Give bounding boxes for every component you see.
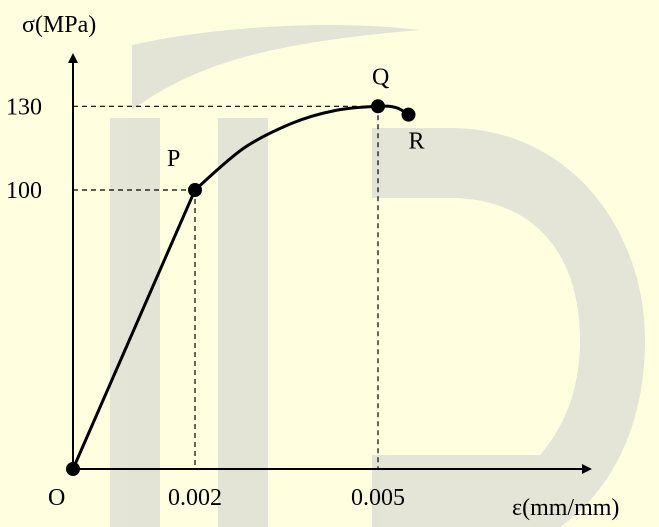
x-axis-label: ε(mm/mm) [512,495,619,521]
y-axis-label: σ(MPa) [22,12,96,38]
point-label-q: Q [372,64,389,90]
watermark-logo [110,25,645,527]
point-r [401,107,416,122]
stress-strain-curve [71,104,410,470]
y-tick-label: 130 [6,94,42,120]
watermark-arc [132,25,420,110]
point-p [188,183,202,197]
guide-lines [73,105,379,469]
points-layer: P Q R [66,64,425,476]
x-tick-label: 0.005 [351,485,405,511]
watermark-bar-middle [218,118,268,527]
point-q [371,99,385,114]
point-label-p: P [167,146,180,172]
point-label-r: R [409,129,425,155]
curve-layer [71,104,410,470]
watermark-bar-left [110,118,160,527]
point-o [66,462,80,476]
origin-label: O [48,485,65,511]
tick-labels: 0.002 0.005 100 130 [6,94,405,511]
x-tick-label: 0.002 [168,485,222,511]
y-tick-label: 100 [6,178,42,204]
watermark-d-shape [372,128,645,527]
